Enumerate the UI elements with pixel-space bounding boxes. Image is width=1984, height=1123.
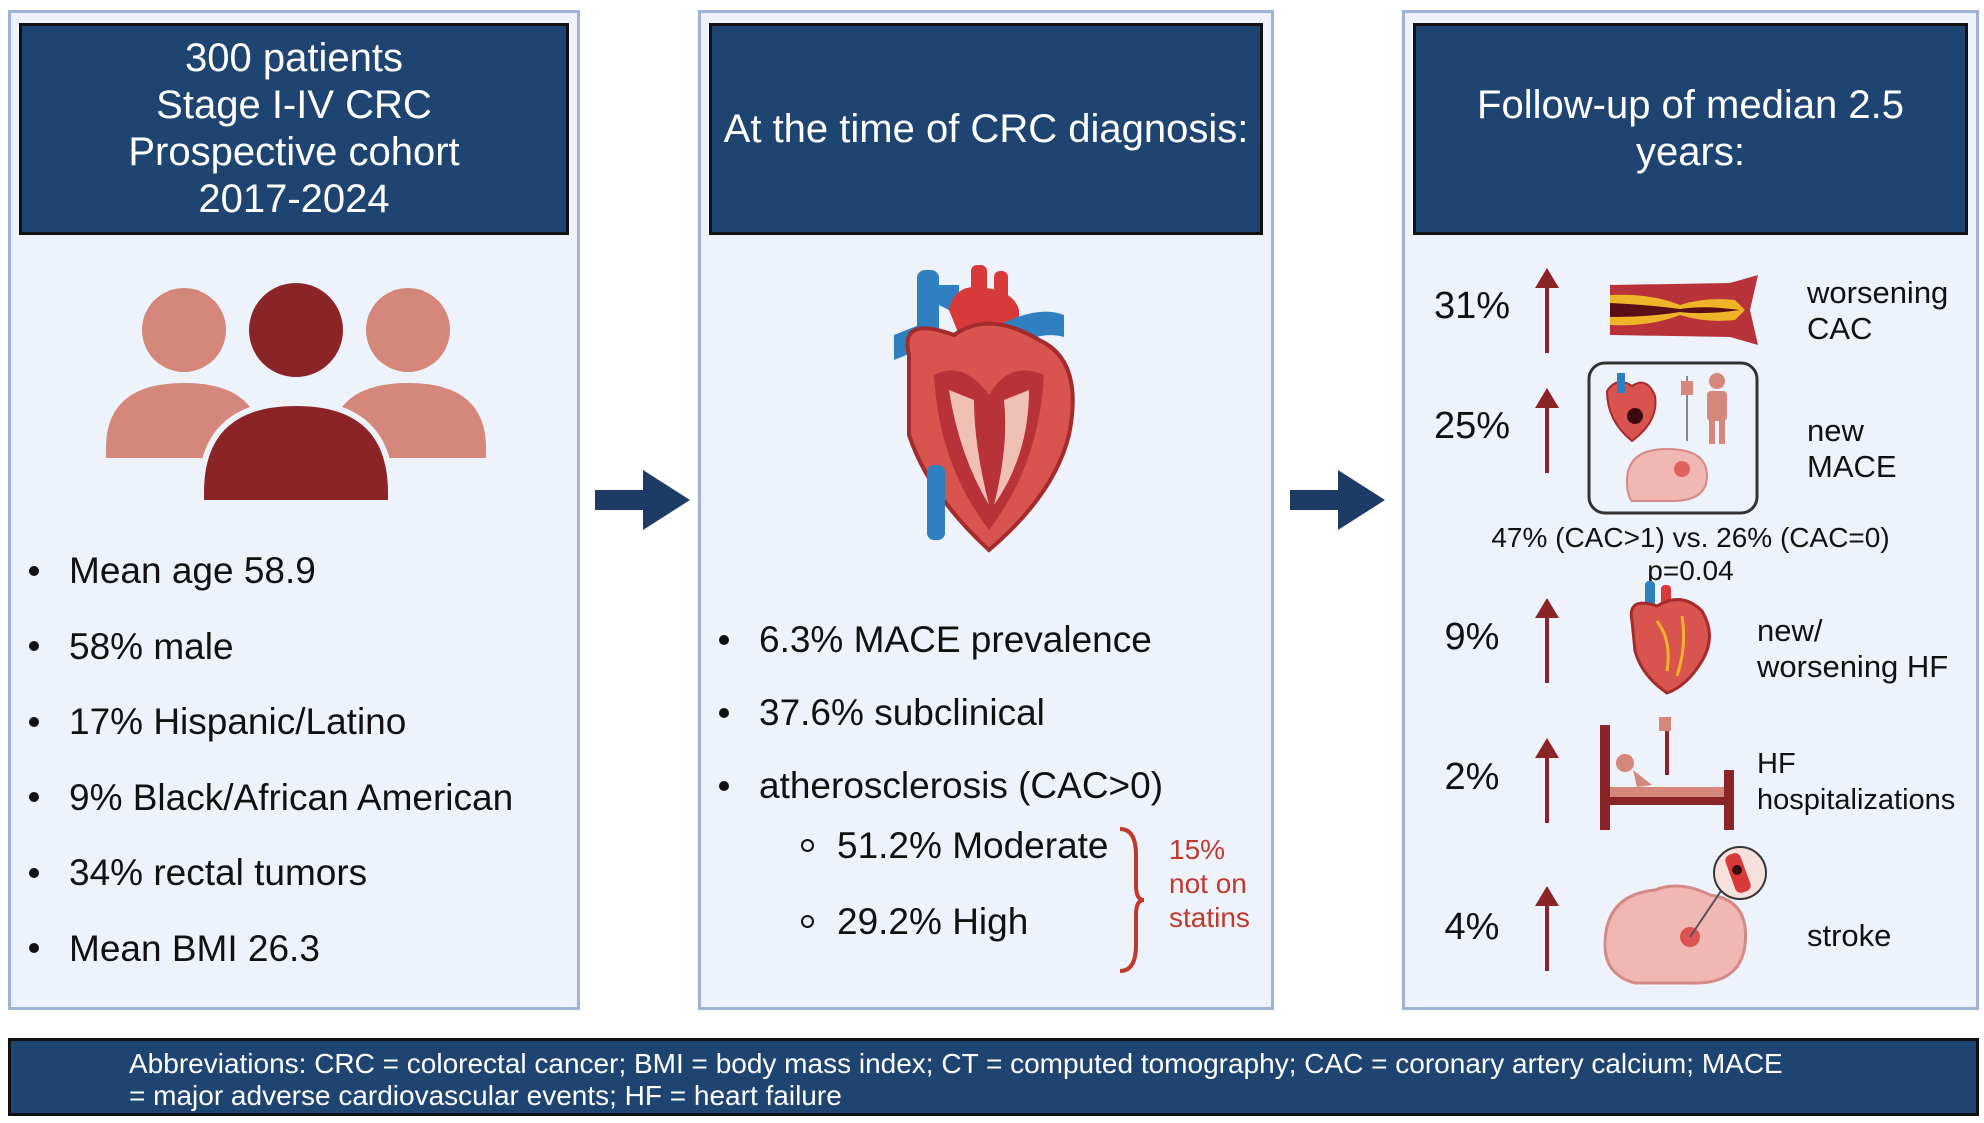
pct-value: 31%	[1433, 285, 1511, 327]
header-line: years:	[1636, 130, 1745, 174]
mace-events-icon	[1587, 361, 1759, 515]
people-group-icon	[106, 277, 486, 506]
list-item: 6.3% MACE prevalence	[701, 603, 1163, 676]
up-arrow-icon	[1535, 886, 1559, 971]
arrow-right-icon	[1290, 470, 1385, 530]
diagnosis-bullets: 6.3% MACE prevalence 37.6% subclinical a…	[701, 603, 1163, 822]
up-arrow-icon	[1535, 738, 1559, 823]
statins-note: 15% not on statins	[1169, 833, 1250, 935]
p-value: p=0.04	[1647, 555, 1734, 586]
list-item: 9% Black/African American	[11, 760, 513, 836]
row-label: stroke	[1807, 918, 1891, 954]
continuation-text: atherosclerosis (CAC>0)	[759, 765, 1164, 806]
pct-value: 25%	[1433, 405, 1511, 447]
pct-value: 9%	[1444, 616, 1500, 658]
up-arrow-icon	[1535, 598, 1559, 683]
row-label: new/ worsening HF	[1757, 613, 1948, 685]
label-line: new	[1807, 413, 1864, 448]
note-line: statins	[1169, 902, 1250, 933]
list-item: atherosclerosis (CAC>0)	[701, 749, 1163, 822]
header-line: Prospective cohort	[128, 130, 460, 174]
footer-line: Abbreviations: CRC = colorectal cancer; …	[129, 1048, 1783, 1079]
list-item: 17% Hispanic/Latino	[11, 684, 513, 760]
list-item: 34% rectal tumors	[11, 835, 513, 911]
label-line: stroke	[1807, 918, 1892, 953]
row-label: new MACE	[1807, 413, 1897, 485]
header-line: At the time of CRC diagnosis:	[723, 106, 1249, 151]
sub-list-item: 29.2% High	[801, 901, 1028, 943]
cohort-bullets: Mean age 58.9 58% male 17% Hispanic/Lati…	[11, 533, 513, 986]
note-line: 15%	[1169, 834, 1226, 865]
header-line: Follow-up of median 2.5	[1477, 83, 1904, 127]
followup-panel: Follow-up of median 2.5 years: 31% worse…	[1402, 10, 1979, 1010]
row-label: worsening CAC	[1807, 275, 1948, 347]
list-item: 37.6% subclinical	[701, 676, 1163, 749]
abbreviations-footer: Abbreviations: CRC = colorectal cancer; …	[8, 1038, 1979, 1116]
label-line: worsening	[1807, 275, 1949, 310]
row-label: HF hospitalizations	[1757, 746, 1955, 818]
header-line: 2017-2024	[198, 177, 390, 221]
narrowed-artery-icon	[1610, 275, 1758, 345]
up-arrow-icon	[1535, 268, 1559, 353]
brain-stroke-icon	[1603, 846, 1767, 985]
heart-anatomy-icon	[894, 265, 1075, 553]
header-line: Stage I-IV CRC	[156, 83, 432, 127]
diagnosis-panel: At the time of CRC diagnosis: 6.3% MACE …	[698, 10, 1274, 1010]
header-line: 300 patients	[185, 36, 403, 80]
pct-value: 2%	[1444, 756, 1500, 798]
followup-header: Follow-up of median 2.5 years:	[1413, 23, 1968, 235]
label-line: HF	[1757, 748, 1796, 780]
label-line: CAC	[1807, 311, 1873, 346]
brace-icon	[1119, 827, 1145, 973]
pct-value: 4%	[1444, 906, 1500, 948]
heart-failure-icon	[1629, 581, 1711, 695]
cohort-header: 300 patients Stage I-IV CRC Prospective …	[19, 23, 569, 235]
label-line: new/	[1757, 613, 1823, 648]
up-arrow-icon	[1535, 388, 1559, 473]
label-line: hospitalizations	[1757, 784, 1956, 816]
list-item: Mean BMI 26.3	[11, 911, 513, 987]
label-line: worsening HF	[1757, 649, 1949, 684]
comparison-line: 47% (CAC>1) vs. 26% (CAC=0)	[1491, 522, 1890, 553]
footer-line: = major adverse cardiovascular events; H…	[129, 1080, 842, 1111]
sub-list-item: 51.2% Moderate	[801, 825, 1109, 867]
mace-comparison: 47% (CAC>1) vs. 26% (CAC=0) p=0.04	[1405, 521, 1976, 587]
diagnosis-header: At the time of CRC diagnosis:	[709, 23, 1263, 235]
arrow-right-icon	[595, 470, 690, 530]
cohort-panel: 300 patients Stage I-IV CRC Prospective …	[8, 10, 580, 1010]
label-line: MACE	[1807, 449, 1897, 484]
list-item: Mean age 58.9	[11, 533, 513, 609]
list-item: 58% male	[11, 609, 513, 685]
note-line: not on	[1169, 868, 1247, 899]
hospital-bed-icon	[1600, 717, 1734, 830]
